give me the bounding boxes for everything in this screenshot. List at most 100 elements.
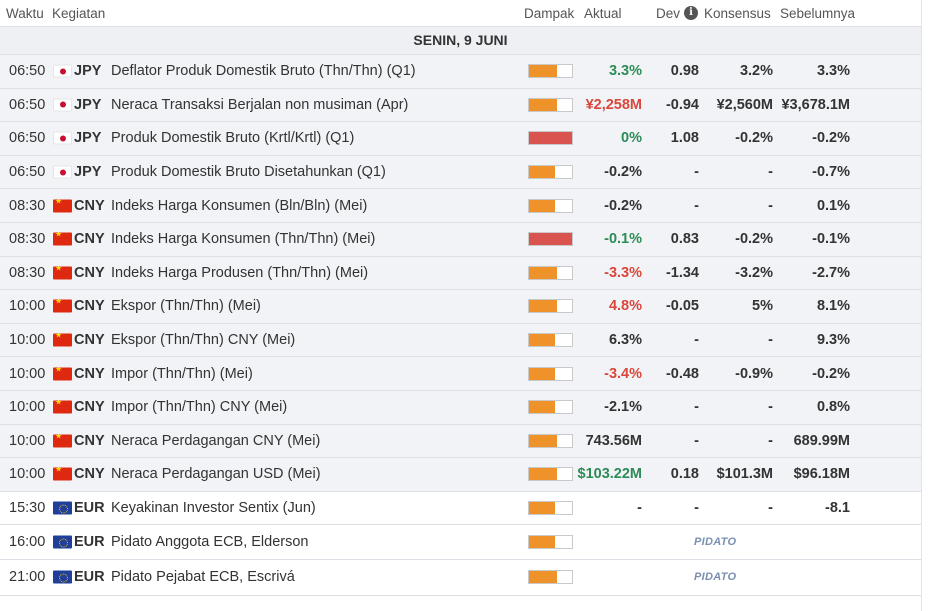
event-time: 08:30	[9, 197, 46, 214]
event-time: 08:30	[9, 264, 46, 281]
impact-bar-fill	[529, 98, 558, 111]
day-label: SENIN, 9 JUNI	[413, 32, 508, 48]
header-previous[interactable]: Sebelumnya	[780, 5, 856, 21]
table-row[interactable]: 06:50 JPY Deflator Produk Domestik Bruto (…	[0, 55, 921, 89]
consensus-value: -	[768, 399, 773, 416]
impact-bar	[528, 570, 573, 585]
event-name[interactable]: Pidato Pejabat ECB, Escrivá	[111, 569, 295, 586]
eu-flag-icon	[53, 535, 72, 549]
impact-bar-fill	[529, 536, 555, 549]
event-time: 10:00	[9, 432, 46, 449]
event-time: 10:00	[9, 298, 46, 315]
table-row[interactable]: 06:50 JPY Neraca Transaksi Berjalan non mu…	[0, 88, 921, 123]
previous-value: 3.3%	[816, 63, 850, 80]
table-row[interactable]: 10:00 CNY Neraca Perdagangan CNY (Mei) 743.…	[0, 424, 921, 459]
header-impact[interactable]: Dampak	[524, 5, 575, 21]
cn-flag-icon	[53, 266, 72, 280]
impact-bar	[528, 232, 573, 247]
impact-bar	[528, 400, 573, 415]
currency-code: EUR	[74, 569, 105, 586]
table-row[interactable]: 16:00 EUR Pidato Anggota ECB, Elderson PIDA…	[0, 525, 921, 560]
event-name[interactable]: Indeks Harga Konsumen (Bln/Bln) (Mei)	[111, 197, 368, 214]
event-name[interactable]: Ekspor (Thn/Thn) CNY (Mei)	[111, 332, 296, 349]
impact-bar-fill	[529, 233, 572, 246]
impact-bar-fill	[529, 300, 558, 313]
event-time: 06:50	[9, 63, 46, 80]
actual-value: 4.8%	[608, 298, 642, 315]
deviation-value: -0.94	[665, 96, 699, 113]
header-dev[interactable]: Dev i	[642, 6, 704, 21]
speech-badge: PIDATO	[694, 536, 737, 549]
header-actual[interactable]: Aktual	[584, 5, 622, 21]
info-icon[interactable]: i	[684, 6, 699, 20]
table-row[interactable]: 10:00 CNY Ekspor (Thn/Thn) CNY (Mei) 6.3% - -…	[0, 323, 921, 358]
table-row[interactable]: 21:00 EUR Pidato Pejabat ECB, Escrivá PIDAT…	[0, 559, 921, 596]
actual-value: ¥2,258M	[585, 96, 642, 113]
jp-flag-icon	[53, 98, 72, 112]
event-name[interactable]: Ekspor (Thn/Thn) (Mei)	[111, 298, 261, 315]
currency-code: CNY	[74, 432, 105, 449]
consensus-value: 5%	[752, 298, 773, 315]
day-header: SENIN, 9 JUNI	[0, 26, 921, 55]
impact-bar-fill	[529, 502, 555, 515]
table-row[interactable]: 10:00 CNY Ekspor (Thn/Thn) (Mei) 4.8% -0.05 5…	[0, 290, 921, 324]
cn-flag-icon	[53, 400, 72, 414]
impact-bar	[528, 265, 573, 280]
table-row[interactable]: 10:00 CNY Impor (Thn/Thn) (Mei) -3.4% -0.48 -…	[0, 357, 921, 391]
event-time: 08:30	[9, 231, 46, 248]
table-row[interactable]: 08:30 CNY Indeks Harga Konsumen (Bln/Bln) …	[0, 189, 921, 223]
impact-bar	[528, 64, 573, 79]
impact-bar	[528, 366, 573, 381]
event-name[interactable]: Produk Domestik Bruto (Krtl/Krtl) (Q1)	[111, 130, 355, 147]
table-row[interactable]: 10:00 CNY Neraca Perdagangan USD (Mei) $103…	[0, 458, 921, 492]
cn-flag-icon	[53, 199, 72, 213]
consensus-value: -	[768, 432, 773, 449]
consensus-value: -3.2%	[735, 264, 773, 281]
consensus-value: ¥2,560M	[716, 96, 773, 113]
currency-code: CNY	[74, 264, 105, 281]
currency-code: CNY	[74, 365, 105, 382]
event-name[interactable]: Impor (Thn/Thn) CNY (Mei)	[111, 399, 288, 416]
consensus-value: -	[768, 500, 773, 517]
event-time: 15:30	[9, 500, 46, 517]
event-name[interactable]: Produk Domestik Bruto Disetahunkan (Q1)	[111, 164, 386, 181]
event-time: 10:00	[9, 399, 46, 416]
impact-bar-fill	[529, 334, 555, 347]
header-time[interactable]: Waktu	[6, 5, 44, 21]
event-name[interactable]: Keyakinan Investor Sentix (Jun)	[111, 500, 316, 517]
consensus-value: 3.2%	[739, 63, 773, 80]
previous-value: $96.18M	[793, 466, 850, 483]
previous-value: ¥3,678.1M	[781, 96, 850, 113]
event-name[interactable]: Indeks Harga Konsumen (Thn/Thn) (Mei)	[111, 231, 376, 248]
event-name[interactable]: Pidato Anggota ECB, Elderson	[111, 534, 309, 551]
table-row[interactable]: 15:30 EUR Keyakinan Investor Sentix (Jun) -…	[0, 491, 921, 526]
jp-flag-icon	[53, 131, 72, 145]
event-name[interactable]: Neraca Perdagangan CNY (Mei)	[111, 432, 321, 449]
header-consensus[interactable]: Konsensus	[704, 5, 771, 21]
event-name[interactable]: Neraca Transaksi Berjalan non musiman (A…	[111, 96, 409, 113]
event-name[interactable]: Indeks Harga Produsen (Thn/Thn) (Mei)	[111, 264, 369, 281]
previous-value: -8.1	[825, 500, 850, 517]
table-row[interactable]: 06:50 JPY Produk Domestik Bruto Disetahunk…	[0, 155, 921, 190]
table-row[interactable]: 06:50 JPY Produk Domestik Bruto (Krtl/Krtl…	[0, 122, 921, 156]
table-row[interactable]: 10:00 CNY Impor (Thn/Thn) CNY (Mei) -2.1% - -…	[0, 390, 921, 425]
deviation-value: -	[694, 500, 699, 517]
event-name[interactable]: Impor (Thn/Thn) (Mei)	[111, 365, 253, 382]
table-row[interactable]: 08:30 CNY Indeks Harga Konsumen (Thn/Thn) …	[0, 222, 921, 257]
actual-value: 3.3%	[608, 63, 642, 80]
event-name[interactable]: Deflator Produk Domestik Bruto (Thn/Thn)…	[111, 63, 416, 80]
actual-value: -0.1%	[604, 231, 642, 248]
event-name[interactable]: Neraca Perdagangan USD (Mei)	[111, 466, 321, 483]
actual-value: -3.3%	[604, 264, 642, 281]
consensus-value: $101.3M	[716, 466, 773, 483]
cn-flag-icon	[53, 434, 72, 448]
impact-bar	[528, 433, 573, 448]
actual-value: -2.1%	[604, 399, 642, 416]
table-row[interactable]: 08:30 CNY Indeks Harga Produsen (Thn/Thn) …	[0, 256, 921, 291]
cn-flag-icon	[53, 333, 72, 347]
deviation-value: -0.05	[665, 298, 699, 315]
header-event[interactable]: Kegiatan	[52, 5, 106, 21]
eu-flag-icon	[53, 570, 72, 584]
previous-value: 9.3%	[816, 332, 850, 349]
